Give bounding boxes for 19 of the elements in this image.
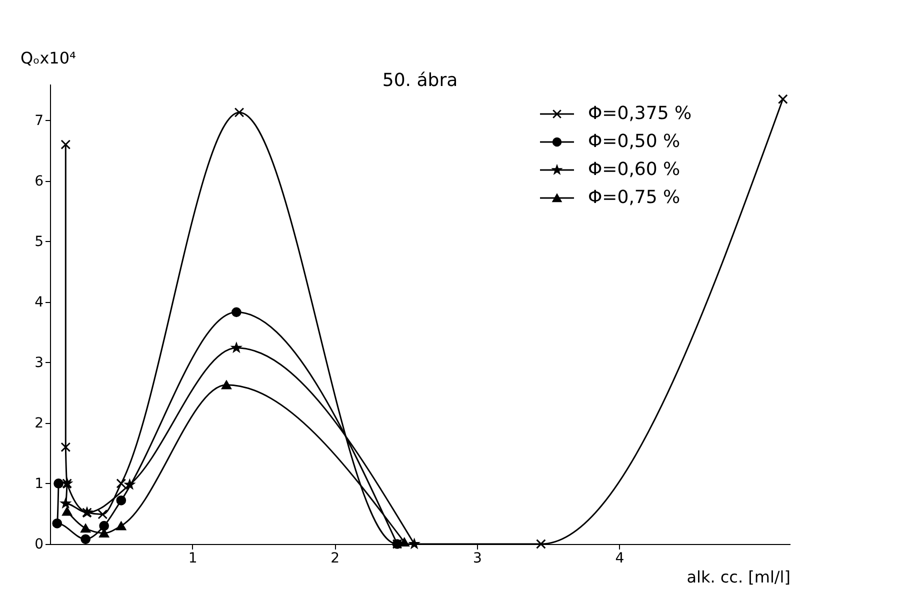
legend-label: Φ=0,60 % [588,159,680,180]
y-axis-title: Qₒx10⁴ [20,48,76,68]
y-tick-label: 7 [34,112,44,129]
y-tick-label: 1 [34,476,44,492]
legend-label: Φ=0,375 % [588,103,692,124]
y-tick-label: 0 [34,536,44,552]
y-tick-label: 4 [34,294,44,310]
legend-label: Φ=0,75 % [588,187,680,208]
y-tick-label: 3 [34,354,44,371]
y-tick-label: 2 [34,415,44,432]
x-tick-label: 4 [615,550,624,566]
x-tick-label: 2 [330,550,340,566]
x-tick-label: 1 [188,550,198,566]
chart-title: 50. ábra [382,70,458,91]
legend-label: Φ=0,50 % [588,131,680,152]
y-tick-label: 6 [34,173,44,190]
x-axis-title: alk. cc. [ml/l] [686,568,790,586]
x-tick-label: 3 [472,550,482,566]
y-tick-label: 5 [34,234,44,250]
